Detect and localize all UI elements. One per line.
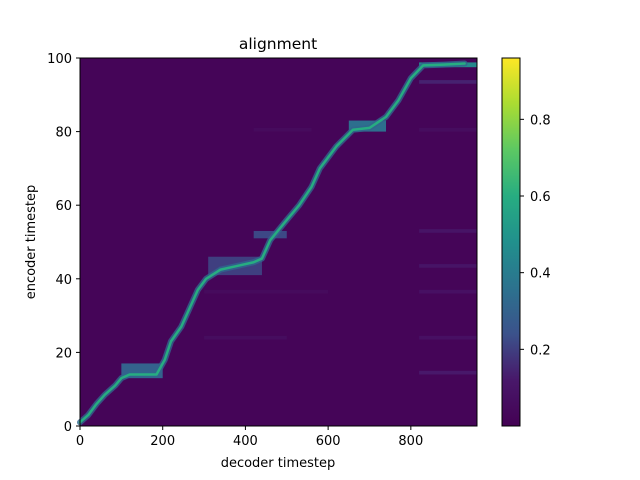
- faint-band: [419, 80, 477, 84]
- x-tick-label: 0: [76, 434, 84, 449]
- faint-band: [419, 335, 477, 340]
- colorbar-tick-label: 0.2: [530, 343, 551, 358]
- faint-band: [419, 264, 477, 268]
- colorbar-tick-label: 0.8: [530, 113, 551, 128]
- y-tick-label: 40: [55, 273, 72, 288]
- faint-band: [419, 127, 477, 132]
- faint-band: [253, 127, 312, 132]
- x-axis-label: decoder timestep: [221, 456, 336, 471]
- faint-band: [419, 289, 477, 294]
- y-axis-label: encoder timestep: [24, 185, 39, 300]
- x-axis: 0 200 400 600 800: [76, 426, 423, 449]
- x-tick-label: 400: [233, 434, 258, 449]
- y-tick-label: 0: [64, 420, 72, 435]
- plateau-region: [253, 230, 287, 239]
- plot-frame: [79, 57, 478, 427]
- heatmap-area: [77, 58, 477, 426]
- faint-band: [204, 335, 287, 340]
- y-tick-label: 20: [55, 346, 72, 361]
- x-tick-label: 800: [398, 434, 423, 449]
- faint-band: [419, 229, 477, 233]
- y-tick-label: 80: [55, 126, 72, 141]
- y-axis: 0 20 40 60 80 100: [47, 52, 80, 435]
- chart-title: alignment: [239, 35, 317, 53]
- colorbar: [501, 57, 521, 427]
- alignment-path: [78, 62, 466, 424]
- x-tick-label: 200: [150, 434, 175, 449]
- colorbar-ticks: 0.2 0.4 0.6 0.8: [520, 113, 551, 358]
- faint-band: [419, 370, 477, 375]
- colorbar-tick-label: 0.6: [530, 190, 551, 205]
- y-tick-label: 60: [55, 199, 72, 214]
- x-tick-label: 600: [316, 434, 341, 449]
- colorbar-tick-label: 0.4: [530, 267, 551, 282]
- faint-band: [204, 289, 329, 294]
- y-tick-label: 100: [47, 52, 72, 67]
